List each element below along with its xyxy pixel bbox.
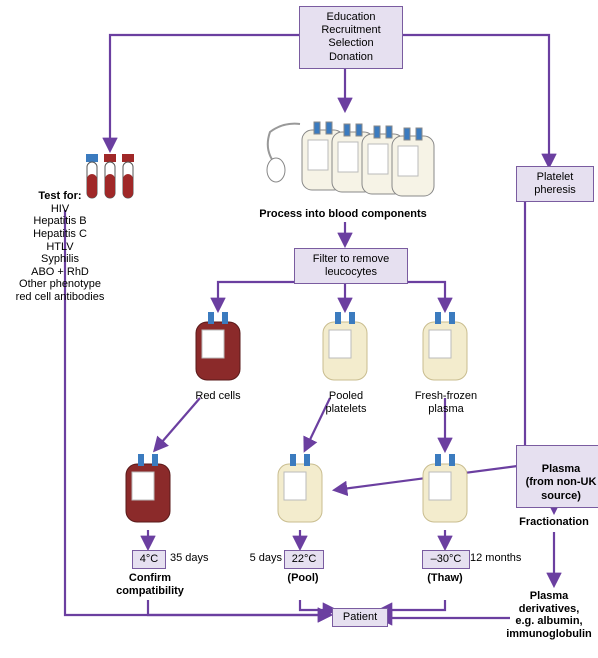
box-temp-ffp: –30°C [422, 550, 470, 569]
test-item-3: HTLV [5, 241, 115, 254]
label-pool: (Pool) [278, 572, 328, 585]
box-temp-plate: 22°C [284, 550, 324, 569]
test-list: Test for: HIV Hepatitis B Hepatitis C HT… [5, 190, 115, 304]
bag-red-store-icon [118, 452, 178, 530]
bag-pooled-icon [315, 310, 375, 388]
box-temp-red: 4°C [132, 550, 166, 569]
test-item-7: red cell antibodies [5, 291, 115, 304]
test-item-6: Other phenotype [5, 278, 115, 291]
label-fractionation: Fractionation [512, 516, 596, 529]
label-pooled: Pooled platelets [310, 390, 382, 415]
top-line-2: Recruitment [308, 24, 394, 37]
bag-ffp-store-icon [415, 452, 475, 530]
test-item-4: Syphilis [5, 253, 115, 266]
label-plate-days: 5 days [240, 552, 282, 565]
box-patient: Patient [332, 608, 388, 627]
blood-bag-cluster-icon [258, 112, 438, 207]
label-ffp: Fresh-frozen plasma [405, 390, 487, 415]
test-item-1: Hepatitis B [5, 215, 115, 228]
label-thaw: (Thaw) [420, 572, 470, 585]
bag-plate-store-icon [270, 452, 330, 530]
test-item-2: Hepatitis C [5, 228, 115, 241]
box-education: Education Recruitment Selection Donation [299, 6, 403, 69]
label-red: Red cells [186, 390, 250, 403]
test-heading: Test for: [5, 190, 115, 203]
top-line-1: Education [308, 11, 394, 24]
bag-ffp-icon [415, 310, 475, 388]
process-label: Process into blood components [238, 208, 448, 221]
test-item-5: ABO + RhD [5, 266, 115, 279]
top-line-4: Donation [308, 51, 394, 64]
label-ffp-months: 12 months [470, 552, 528, 565]
top-line-3: Selection [308, 37, 394, 50]
box-pheresis: Platelet pheresis [516, 166, 594, 202]
bag-red-icon [188, 310, 248, 388]
label-derivatives: Plasma derivatives, e.g. albumin, immuno… [500, 590, 598, 641]
label-confirm: Confirm compatibility [110, 572, 190, 597]
label-red-days: 35 days [170, 552, 216, 565]
box-filter: Filter to remove leucocytes [294, 248, 408, 284]
diagram-canvas: Education Recruitment Selection Donation… [0, 0, 598, 658]
box-plasma-source: Plasma (from non-UK source) [516, 445, 598, 508]
test-item-0: HIV [5, 203, 115, 216]
